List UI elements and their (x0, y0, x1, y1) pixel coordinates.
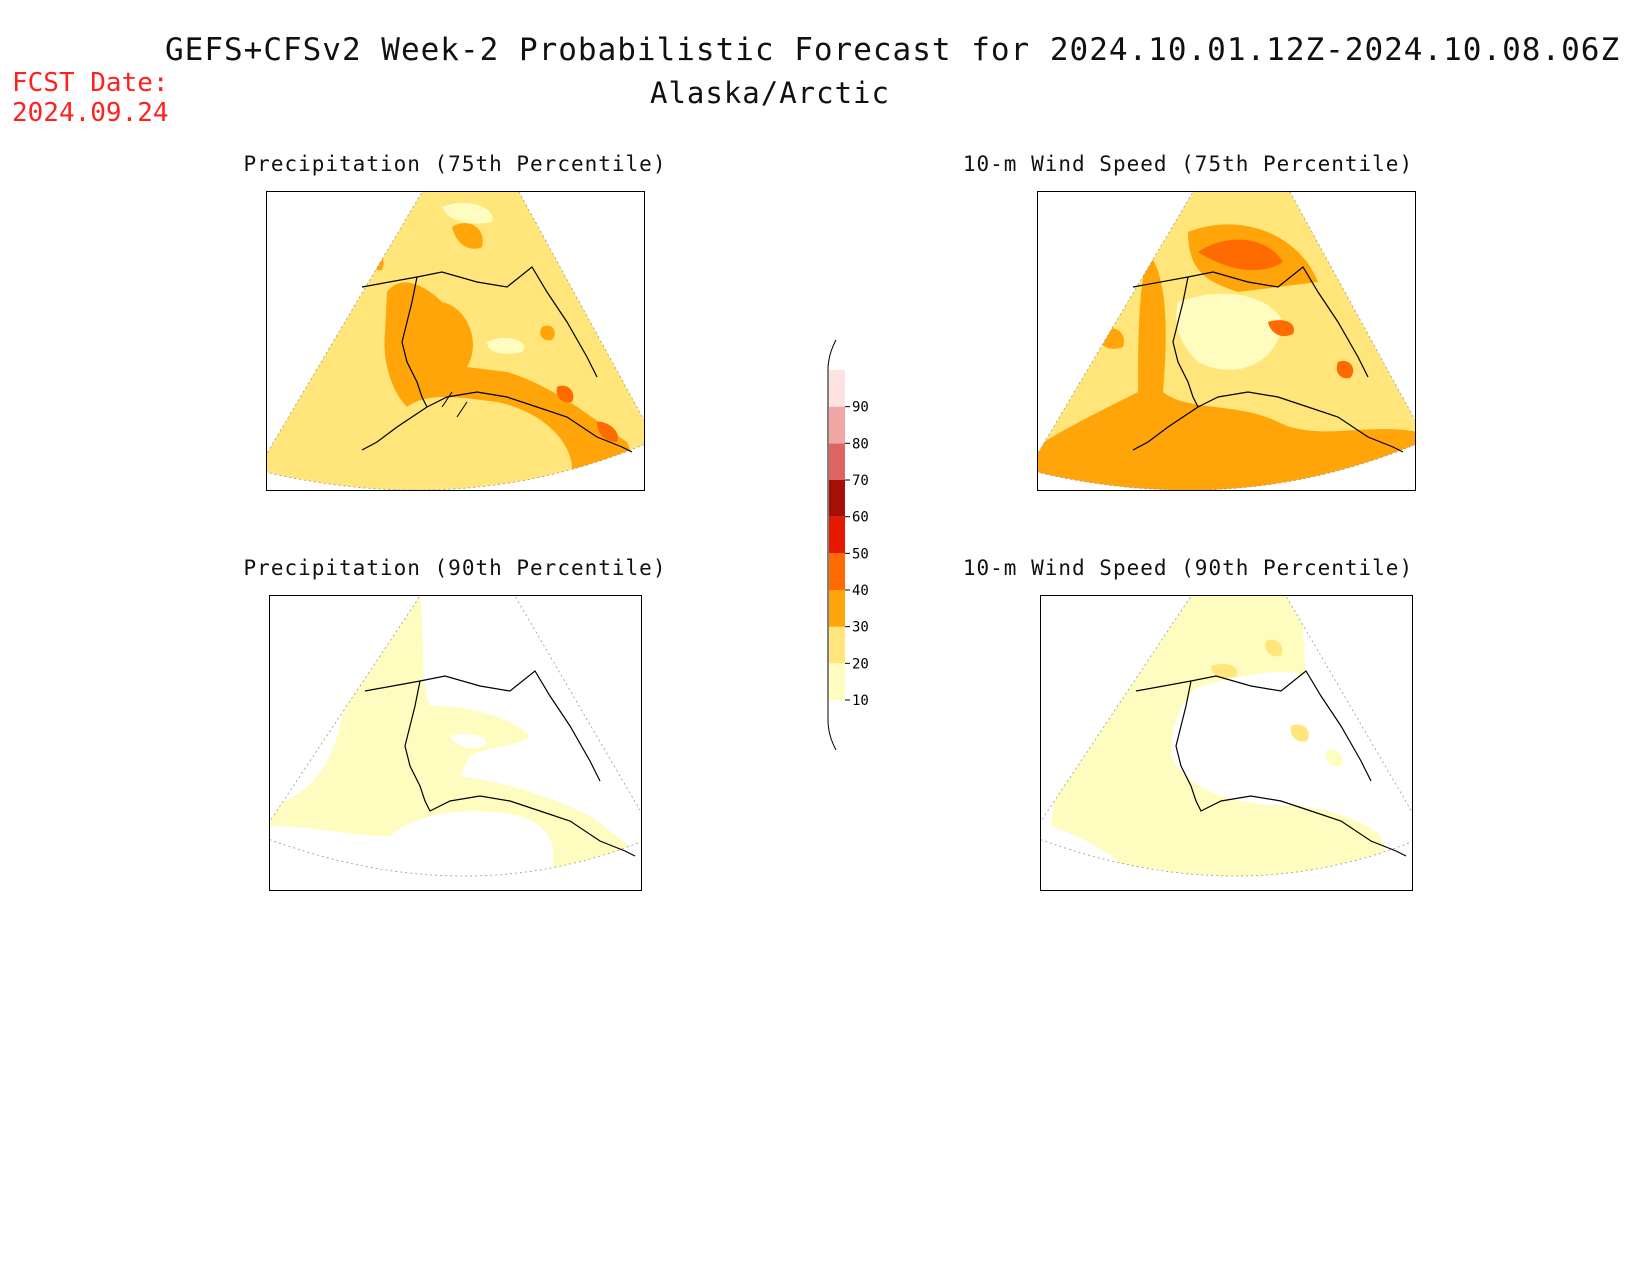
colorbar-swatch-6 (829, 443, 845, 480)
colorbar-swatch-0 (829, 663, 845, 700)
fcst-date: 2024.09.24 (12, 98, 169, 128)
colorbar-label-80: 80 (852, 436, 869, 452)
colorbar: 10 20 30 40 50 60 70 80 90 (820, 330, 900, 754)
colorbar-label-40: 40 (852, 583, 869, 599)
map-panel-wind-90 (1040, 595, 1413, 891)
colorbar-swatch-4 (829, 516, 845, 554)
colorbar-label-60: 60 (852, 510, 869, 526)
region-subtitle: Alaska/Arctic (650, 76, 890, 110)
colorbar-swatch-3 (829, 553, 845, 590)
main-title: GEFS+CFSv2 Week-2 Probabilistic Forecast… (165, 32, 1621, 68)
colorbar-swatch-2 (829, 590, 845, 627)
panel-title-wind-90: 10-m Wind Speed (90th Percentile) (962, 556, 1414, 580)
fcst-label: FCST Date: (12, 68, 169, 98)
colorbar-swatch-8 (829, 370, 845, 407)
panel-title-precip-90: Precipitation (90th Percentile) (243, 556, 667, 580)
panel-title-wind-75: 10-m Wind Speed (75th Percentile) (962, 152, 1414, 176)
map-panel-precip-90 (269, 595, 642, 891)
panel-title-precip-75: Precipitation (75th Percentile) (243, 152, 667, 176)
colorbar-swatch-1 (829, 626, 845, 664)
colorbar-swatch-5 (829, 480, 845, 517)
colorbar-label-70: 70 (852, 473, 869, 489)
map-panel-wind-75 (1037, 191, 1416, 491)
colorbar-label-50: 50 (852, 546, 869, 562)
colorbar-label-10: 10 (852, 693, 869, 709)
colorbar-swatch-7 (829, 406, 845, 444)
colorbar-label-20: 20 (852, 656, 869, 672)
colorbar-label-30: 30 (852, 620, 869, 636)
map-panel-precip-75 (266, 191, 645, 491)
colorbar-label-90: 90 (852, 400, 869, 416)
